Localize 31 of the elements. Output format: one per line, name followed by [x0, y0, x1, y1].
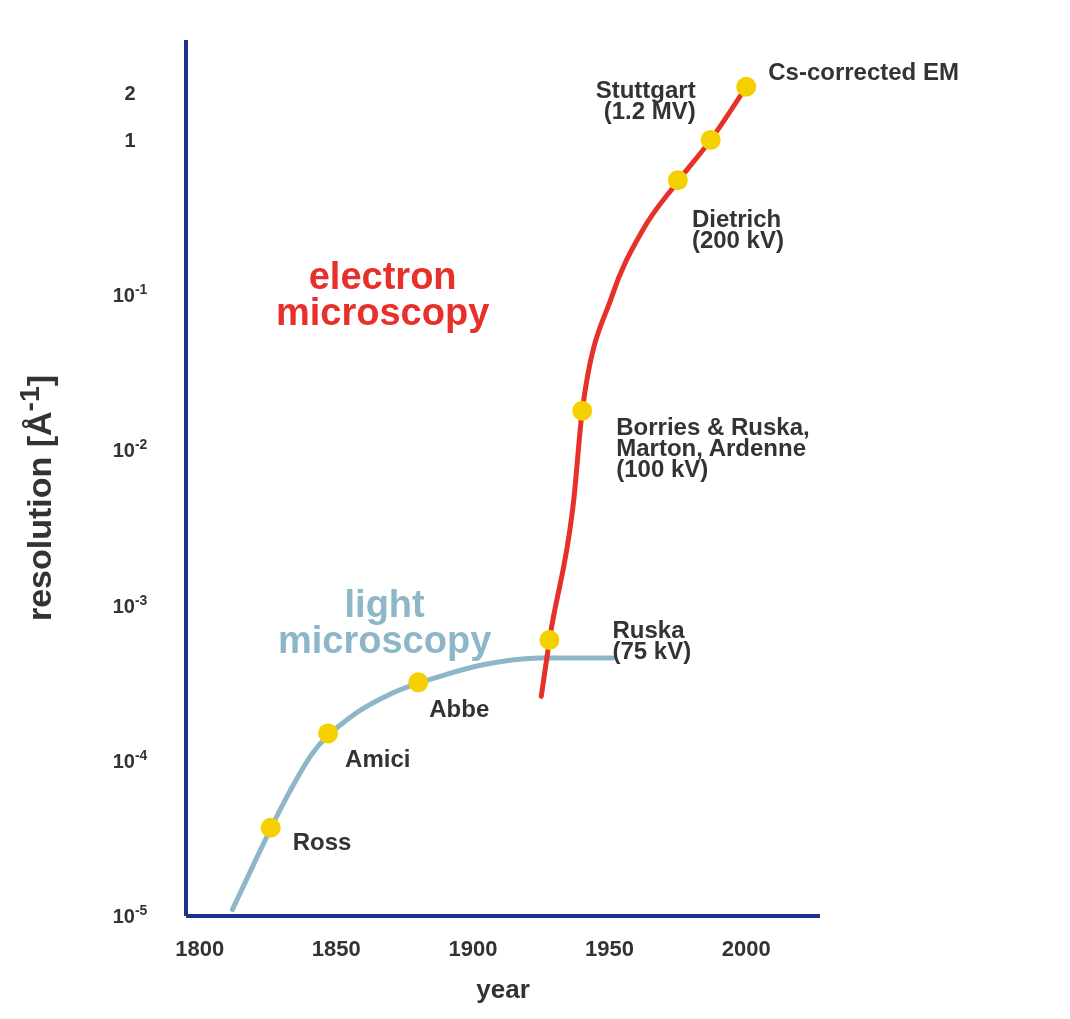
y-tick-label: 10$^{-3}$: [112, 591, 148, 617]
y-tick-label: 10$^{-5}$: [112, 902, 148, 927]
x-tick-label: 1800: [175, 936, 225, 961]
annotation: Stuttgart (1.2 MV): [595, 75, 696, 124]
y-tick-label: 2: [124, 82, 136, 105]
point: [260, 817, 281, 838]
annotation: Ruska (75 kV): [612, 615, 692, 664]
point: [572, 400, 593, 421]
annotation: Dietrich (200 kV): [691, 205, 784, 254]
x-tick-label: 1900: [448, 936, 498, 961]
y-tick-label: 10$^{-2}$: [112, 436, 148, 462]
point: [318, 723, 339, 744]
point: [700, 129, 721, 150]
point: [408, 672, 429, 693]
x-tick-label: 1950: [585, 936, 635, 961]
y-tick-label: 1: [124, 128, 136, 151]
annotation: Abbe: [429, 695, 490, 723]
text: electron microscopy: [276, 255, 490, 333]
x-tick-label: 1850: [311, 936, 361, 961]
x-axis-title: year: [476, 974, 530, 1004]
annotation: Cs-corrected EM: [768, 57, 959, 85]
point: [539, 629, 560, 650]
annotation: Borries & Ruska, Marton, Ardenne (100 kV): [616, 412, 810, 482]
annotation: Ross: [292, 827, 352, 855]
point: [736, 76, 757, 97]
y-tick-label: 10$^{-4}$: [112, 746, 148, 772]
y-tick-label: 10$^{-1}$: [112, 281, 148, 307]
point: [667, 170, 688, 191]
x-tick-label: 2000: [721, 936, 771, 961]
annotation: Amici: [345, 745, 411, 773]
series-label: light microscopy: [278, 583, 492, 661]
